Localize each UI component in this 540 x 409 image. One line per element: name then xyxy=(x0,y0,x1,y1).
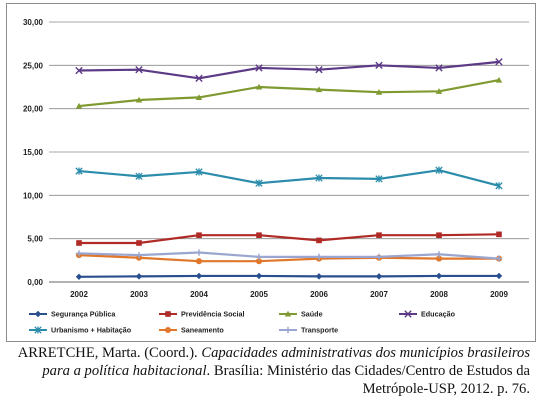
data-point xyxy=(255,253,263,261)
data-point xyxy=(375,61,383,70)
data-point xyxy=(435,64,443,72)
x-tick-label: 2002 xyxy=(70,290,88,299)
legend-label: Transporte xyxy=(301,326,338,335)
y-tick-label: 10,00 xyxy=(23,191,44,200)
series-line xyxy=(78,60,500,80)
y-tick-label: 25,00 xyxy=(23,61,44,70)
data-point xyxy=(435,166,443,174)
data-point xyxy=(375,273,383,280)
series-line xyxy=(79,233,500,245)
data-point xyxy=(315,273,323,280)
data-point xyxy=(315,86,323,93)
data-point xyxy=(376,232,382,238)
data-point xyxy=(315,174,323,182)
data-point xyxy=(136,240,142,246)
data-point xyxy=(76,240,82,246)
series-line xyxy=(78,251,500,260)
series-line xyxy=(78,78,500,108)
data-point xyxy=(495,272,503,280)
x-tick-label: 2006 xyxy=(310,290,328,299)
legend-swatch-marker xyxy=(34,326,42,334)
data-point xyxy=(256,232,262,238)
data-point xyxy=(75,167,83,175)
data-point xyxy=(255,258,263,265)
data-point xyxy=(255,64,263,72)
data-point xyxy=(75,102,83,109)
legend-label: Saúde xyxy=(301,310,323,319)
data-point xyxy=(435,251,443,258)
legend-swatch-marker xyxy=(404,310,412,318)
data-point xyxy=(75,66,83,75)
data-point xyxy=(135,273,143,280)
data-point xyxy=(316,237,322,244)
line-chart: 0,00 5,00 10,00 15,00 20,00 25,00 30,00 2002 200… xyxy=(23,18,529,335)
data-point xyxy=(255,83,263,90)
chart-frame: 0,00 5,00 10,00 15,00 20,00 25,00 30,00 2002 200… xyxy=(6,3,536,342)
data-point xyxy=(195,258,203,265)
data-point xyxy=(495,76,503,83)
data-point xyxy=(196,232,202,238)
x-tick-label: 2008 xyxy=(430,290,448,299)
data-point xyxy=(435,88,443,94)
legend-label: Segurança Pública xyxy=(51,310,116,319)
data-point xyxy=(495,58,503,66)
data-point xyxy=(135,96,143,103)
x-tick-label: 2004 xyxy=(190,290,208,299)
legend-label: Urbanismo + Habitação xyxy=(51,326,132,335)
legend-swatch-marker xyxy=(284,310,292,317)
data-point xyxy=(315,253,323,261)
data-point xyxy=(195,249,203,256)
x-tick-label: 2009 xyxy=(490,290,508,299)
data-point xyxy=(255,179,263,187)
data-point xyxy=(135,172,143,180)
legend-label: Saneamento xyxy=(181,326,224,335)
y-tick-label: 20,00 xyxy=(23,105,44,114)
legend-label: Previdência Social xyxy=(181,310,245,319)
source-caption: ARRETCHE, Marta. (Coord.). Capacidades a… xyxy=(8,344,530,398)
caption-title: Capacidades administrativas dos municípi… xyxy=(42,345,530,379)
legend-swatch-marker xyxy=(34,310,42,318)
data-point xyxy=(375,253,383,261)
data-point xyxy=(495,255,503,262)
data-point xyxy=(435,272,443,280)
x-tick-label: 2005 xyxy=(250,290,268,299)
data-point xyxy=(135,251,143,259)
data-point xyxy=(195,74,203,83)
legend-swatch-marker xyxy=(284,326,292,334)
series-line xyxy=(78,254,499,263)
legend-swatch-marker xyxy=(165,311,171,317)
y-tick-label: 15,00 xyxy=(23,148,44,157)
series-line xyxy=(78,274,499,278)
data-point xyxy=(195,272,203,280)
legend-swatch-marker xyxy=(164,326,172,334)
data-point xyxy=(135,65,143,74)
x-tick-label: 2007 xyxy=(370,290,388,299)
y-tick-label: 30,00 xyxy=(23,18,44,27)
caption-author: ARRETCHE, Marta. (Coord.). xyxy=(17,345,202,361)
data-point xyxy=(375,89,383,95)
data-point xyxy=(435,255,443,262)
data-point xyxy=(496,231,502,238)
data-point xyxy=(375,175,383,183)
x-tick-label: 2003 xyxy=(130,290,148,299)
caption-rest: . Brasília: Ministério das Cidades/Centr… xyxy=(206,363,530,397)
data-point xyxy=(436,232,442,238)
y-tick-label: 0,00 xyxy=(27,278,43,287)
data-point xyxy=(195,168,203,176)
data-point xyxy=(195,94,203,100)
data-point xyxy=(75,250,83,257)
data-point xyxy=(255,272,263,280)
legend-label: Educação xyxy=(421,310,456,319)
data-point xyxy=(495,182,503,190)
series-line xyxy=(78,169,500,187)
data-point xyxy=(75,273,83,280)
data-point xyxy=(315,65,323,74)
y-tick-label: 5,00 xyxy=(27,235,43,244)
